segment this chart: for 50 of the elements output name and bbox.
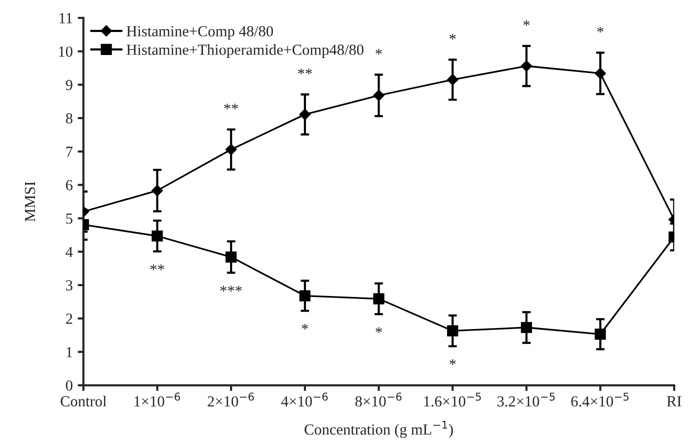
y-tick-label: 3	[66, 280, 72, 291]
x-tick-label: Control	[60, 396, 106, 406]
y-tick-label: 9	[66, 80, 72, 90]
annotation: *	[302, 324, 308, 330]
x-tick-label: 4×10$^{−6}$	[281, 392, 328, 407]
y-tick-label: 11	[60, 13, 72, 24]
y-tick-label: 10	[59, 46, 72, 57]
point	[299, 108, 311, 120]
point	[373, 293, 384, 304]
point	[373, 90, 384, 102]
point	[447, 325, 458, 336]
x-tick-label: 3.2×10$^{−5}$	[497, 392, 555, 407]
x-tick-label: 1×10$^{−6}$	[134, 392, 180, 407]
point	[299, 290, 310, 302]
x-tick-label: RI	[666, 396, 682, 406]
annotation: **	[298, 68, 312, 74]
y-tick-label: 1	[66, 347, 72, 358]
y-axis-title: MMSI	[24, 182, 36, 222]
y-tick-label: 4	[66, 246, 73, 257]
point	[152, 184, 163, 196]
x-tick-label: 6.4×10$^{−5}$	[571, 392, 629, 407]
x-tick-label: 8×10$^{−6}$	[355, 392, 402, 407]
point	[520, 60, 532, 72]
y-tick-label: 6	[66, 180, 73, 190]
annotation: *	[523, 20, 530, 26]
point	[520, 322, 532, 334]
point	[226, 251, 237, 263]
annotation: *	[450, 359, 456, 365]
point	[225, 144, 237, 156]
annotation: **	[224, 104, 238, 110]
y-tick-label: 2	[66, 314, 72, 324]
annotation: *	[597, 26, 604, 32]
point	[152, 230, 163, 242]
x-axis-title: Concentration (g mL$^{−1}$)	[304, 420, 453, 438]
point	[594, 328, 606, 340]
y-tick-label: 0	[66, 380, 72, 391]
annotation: *	[376, 327, 382, 333]
annotation: ***	[220, 286, 242, 292]
legend-label: Histamine+Comp 48/80	[126, 26, 273, 40]
y-tick-label: 7	[66, 146, 73, 157]
point	[447, 74, 458, 86]
annotation: *	[450, 34, 456, 40]
y-tick-label: 8	[66, 113, 72, 124]
x-tick-label: 2×10$^{−6}$	[208, 392, 254, 407]
x-tick-label: 1.6×10$^{−5}$	[424, 392, 481, 407]
point	[594, 68, 606, 79]
legend-label: Histamine+Thioperamide+Comp48/80	[126, 44, 364, 58]
annotation: *	[376, 48, 382, 55]
y-tick-label: 5	[66, 214, 72, 224]
annotation: **	[150, 264, 164, 270]
